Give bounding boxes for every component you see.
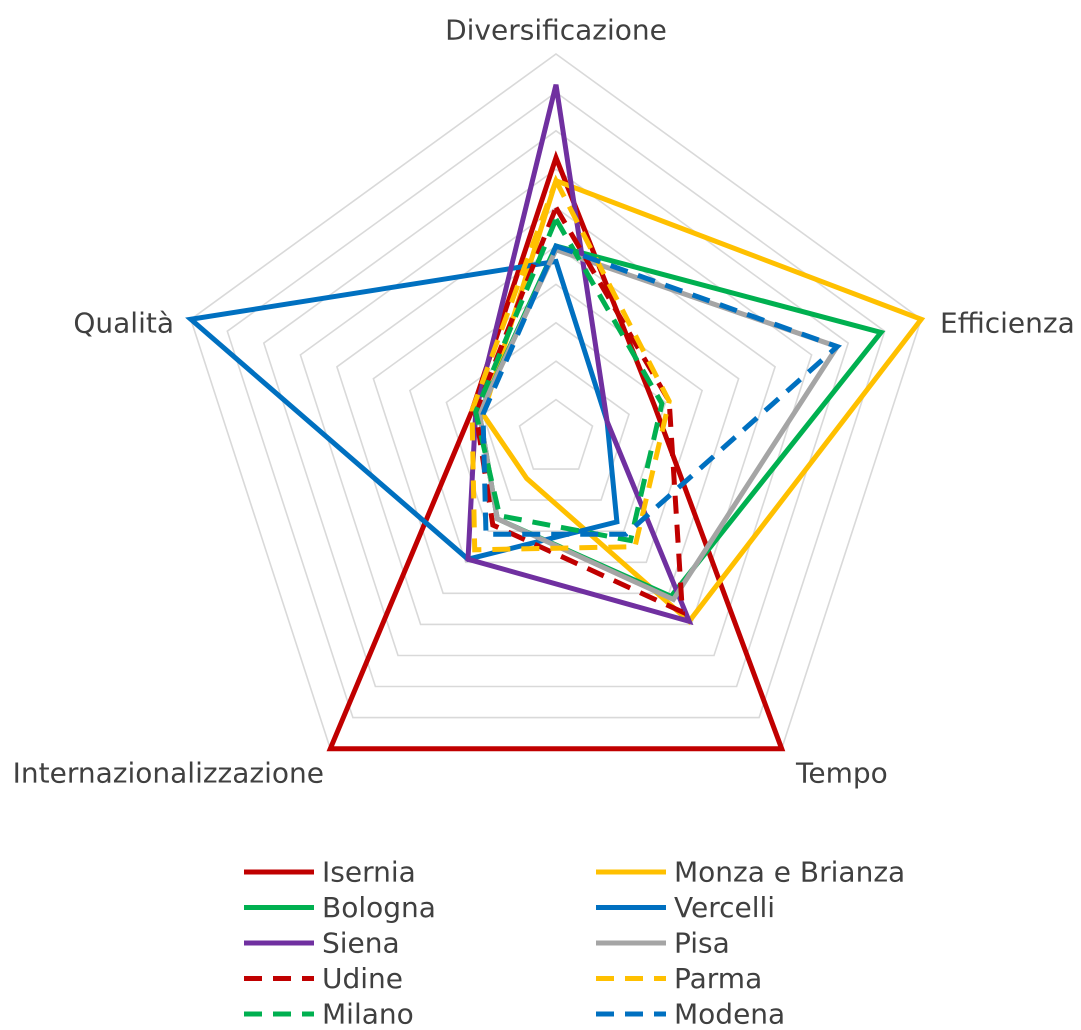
legend: Isernia Monza e Brianza Bologna Vercelli Sie… — [244, 856, 905, 1030]
legend-item-vercelli: Vercelli — [596, 891, 775, 924]
legend-label: Isernia — [322, 856, 416, 889]
legend-item-pisa: Pisa — [596, 927, 730, 960]
legend-item-isernia: Isernia — [244, 856, 416, 889]
radar-series — [191, 85, 921, 749]
legend-label: Milano — [322, 998, 414, 1030]
axis-label-diversificazione: Diversificazione — [445, 14, 667, 47]
legend-label: Pisa — [674, 927, 730, 960]
legend-label: Udine — [322, 962, 403, 995]
legend-label: Siena — [322, 927, 400, 960]
axis-label-qualita: Qualità — [73, 307, 174, 340]
legend-item-milano: Milano — [244, 998, 414, 1030]
grid-ring — [520, 400, 593, 470]
axis-label-internazionalizzazione: Internazionalizzazione — [13, 757, 324, 790]
legend-item-udine: Udine — [244, 962, 403, 995]
legend-item-parma: Parma — [596, 962, 762, 995]
legend-label: Bologna — [322, 891, 436, 924]
legend-label: Modena — [674, 998, 785, 1030]
grid-ring — [373, 246, 738, 593]
legend-label: Parma — [674, 962, 762, 995]
axis-label-efficienza: Efficienza — [940, 307, 1075, 340]
legend-label: Monza e Brianza — [674, 856, 905, 889]
axis-label-tempo: Tempo — [795, 757, 888, 790]
legend-item-modena: Modena — [596, 998, 785, 1030]
legend-item-monza-e-brianza: Monza e Brianza — [596, 856, 905, 889]
legend-item-bologna: Bologna — [244, 891, 436, 924]
legend-item-siena: Siena — [244, 927, 400, 960]
legend-label: Vercelli — [674, 891, 775, 924]
